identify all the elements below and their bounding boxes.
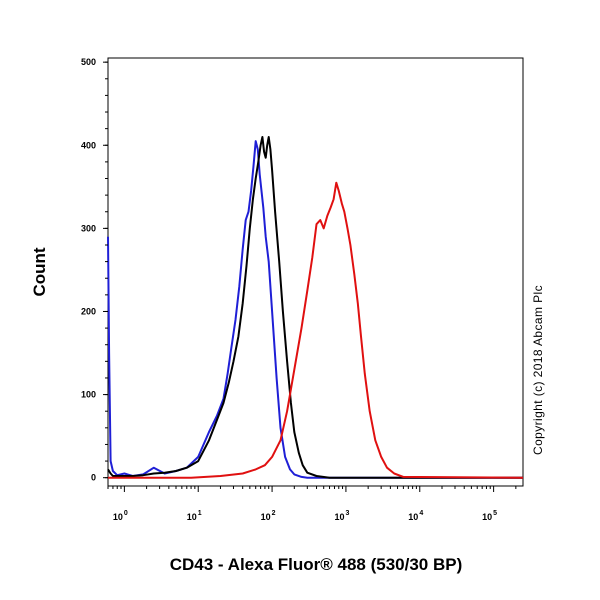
y-axis: 0 100 200 300 400 500: [81, 57, 108, 483]
series-line-3: [108, 181, 524, 479]
x-axis: 100 101 102 103 104 105: [107, 486, 517, 522]
series-line-2: [107, 136, 523, 479]
x-tick-label: 101: [187, 510, 202, 522]
y-tick-label: 400: [81, 140, 96, 150]
x-tick-label: 104: [408, 510, 423, 522]
histogram-curves: [107, 136, 524, 479]
x-axis-title: CD43 - Alexa Fluor® 488 (530/30 BP): [170, 555, 463, 574]
y-axis-title: Count: [30, 247, 49, 296]
x-tick-label: 102: [261, 510, 276, 522]
y-tick-label: 200: [81, 306, 96, 316]
y-tick-label: 100: [81, 390, 96, 400]
x-tick-label: 100: [113, 510, 128, 522]
x-tick-label: 105: [482, 510, 497, 522]
series-line-1: [107, 140, 523, 479]
y-tick-label: 300: [81, 223, 96, 233]
y-tick-label: 0: [91, 473, 96, 483]
x-tick-label: 103: [334, 510, 349, 522]
plot-frame: [107, 57, 524, 487]
y-tick-label: 500: [81, 57, 96, 67]
copyright-text: Copyright (c) 2018 Abcam Plc: [531, 285, 545, 455]
